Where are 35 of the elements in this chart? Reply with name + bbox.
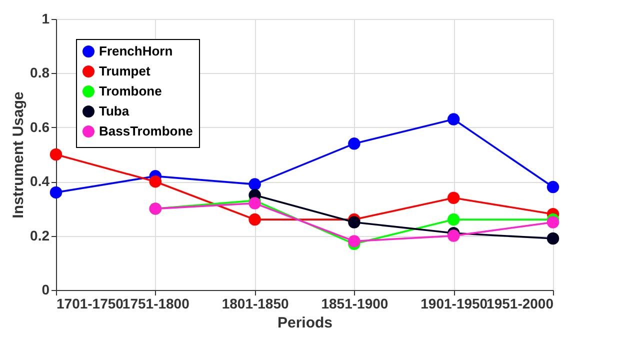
y-tick-label: 0.4 (30, 173, 50, 190)
point (447, 213, 460, 226)
x-tick-label: 1951-2000 (486, 296, 554, 312)
y-tick-label: 0 (42, 282, 50, 298)
x-axis-title: Periods (277, 314, 333, 332)
point (50, 186, 62, 199)
y-tick-label: 0.2 (30, 227, 50, 244)
point (248, 197, 261, 210)
point (248, 213, 261, 226)
point (447, 230, 460, 242)
x-tick-label: 1701-1750 (56, 296, 124, 312)
x-tick-label: 1801-1850 (222, 296, 289, 312)
legend-label: Tuba (99, 104, 130, 118)
y-tick-label: 0.8 (30, 64, 50, 81)
y-axis-title: Instrument Usage (10, 92, 28, 218)
point (546, 232, 560, 245)
point (447, 113, 460, 126)
point (447, 192, 460, 204)
legend-label: Trombone (99, 84, 162, 98)
point (248, 178, 261, 190)
point (50, 148, 62, 161)
legend-label: BassTrombone (99, 124, 193, 138)
x-tick-label: 1751-1800 (122, 296, 190, 312)
point (546, 216, 560, 228)
legend-label: FrenchHorn (99, 44, 173, 58)
x-tick-label: 1901-1950 (420, 296, 488, 312)
point (348, 235, 360, 248)
point (348, 216, 360, 228)
point (149, 175, 162, 188)
point (546, 180, 560, 194)
legend-label: Trumpet (99, 64, 151, 78)
point (348, 138, 360, 150)
x-tick-label: 1851-1900 (321, 296, 388, 312)
y-tick-label: 1 (42, 10, 50, 26)
y-tick-label: 0.6 (30, 118, 50, 135)
